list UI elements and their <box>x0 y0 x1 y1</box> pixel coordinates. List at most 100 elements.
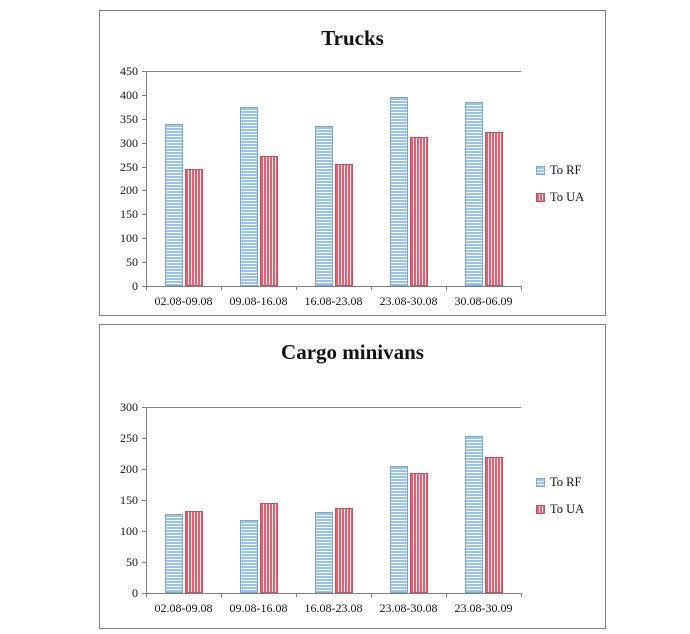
cargo-minivans-chart-panel: Cargo minivans 0 50 100 150 200 250 300 02.08-0… <box>99 324 606 629</box>
bar-to-ua <box>335 164 353 286</box>
y-axis-label: 300 <box>120 400 138 414</box>
bar-to-ua <box>410 473 428 593</box>
legend-swatch-to-rf <box>536 166 545 175</box>
trucks-chart-panel: Trucks 0 50 100 150 200 250 300 350 400 450 02.08-… <box>99 10 606 316</box>
y-tick-mark <box>142 469 146 470</box>
y-tick-mark <box>142 286 146 287</box>
x-axis-label: 09.08-16.08 <box>229 601 288 615</box>
bar-to-ua <box>185 169 203 286</box>
top-gridline <box>146 71 521 72</box>
y-axis-label: 200 <box>120 462 138 476</box>
bar-to-ua <box>260 503 278 593</box>
x-axis-label: 23.08-30.09 <box>454 601 513 615</box>
x-tick-mark <box>296 593 297 597</box>
bar-to-ua <box>485 132 503 286</box>
y-tick-mark <box>142 407 146 408</box>
legend-label: To RF <box>550 163 582 177</box>
y-axis-line <box>146 407 147 594</box>
y-axis-label: 250 <box>120 431 138 445</box>
legend-swatch-to-rf <box>536 478 545 487</box>
y-axis-label: 0 <box>132 586 138 600</box>
legend-row: To UA <box>536 190 584 205</box>
bar-to-ua <box>485 457 503 593</box>
y-tick-mark <box>142 531 146 532</box>
x-axis-line <box>146 593 521 594</box>
bar-to-ua <box>260 156 278 286</box>
y-axis-label: 150 <box>120 493 138 507</box>
bar-to-rf <box>240 107 258 286</box>
y-tick-mark <box>142 593 146 594</box>
x-tick-mark <box>521 286 522 290</box>
bar-to-rf <box>240 520 258 593</box>
x-axis-label: 23.08-30.08 <box>379 294 438 308</box>
x-axis-label: 23.08-30.08 <box>379 601 438 615</box>
legend-label: To UA <box>550 502 585 516</box>
x-tick-mark <box>371 286 372 290</box>
y-tick-mark <box>142 143 146 144</box>
bar-to-rf <box>165 514 183 593</box>
y-tick-mark <box>142 119 146 120</box>
y-tick-mark <box>142 190 146 191</box>
bar-to-ua <box>335 508 353 593</box>
legend: To RF To UA <box>536 475 584 517</box>
x-axis-line <box>146 286 521 287</box>
legend-label: To UA <box>550 190 585 204</box>
x-axis-label: 02.08-09.08 <box>154 601 213 615</box>
y-axis-label: 450 <box>120 64 138 78</box>
legend-swatch-to-ua <box>536 193 545 202</box>
bar-to-rf <box>315 126 333 286</box>
y-tick-mark <box>142 500 146 501</box>
x-tick-mark <box>446 593 447 597</box>
y-tick-mark <box>142 438 146 439</box>
y-axis-label: 250 <box>120 160 138 174</box>
chart-title: Trucks <box>321 26 384 50</box>
legend-swatch-to-ua <box>536 505 545 514</box>
x-axis-label: 30.08-06.09 <box>454 294 513 308</box>
x-tick-mark <box>296 286 297 290</box>
y-axis-label: 400 <box>120 88 138 102</box>
y-axis-label: 300 <box>120 136 138 150</box>
y-axis-label: 100 <box>120 524 138 538</box>
x-tick-mark <box>446 286 447 290</box>
chart-title: Cargo minivans <box>281 340 424 364</box>
y-tick-mark <box>142 238 146 239</box>
bar-to-rf <box>315 512 333 593</box>
x-tick-mark <box>221 286 222 290</box>
x-tick-mark <box>371 593 372 597</box>
bar-to-ua <box>410 137 428 286</box>
x-tick-mark <box>146 593 147 597</box>
x-tick-mark <box>146 286 147 290</box>
y-axis-label: 50 <box>126 255 138 269</box>
bar-to-rf <box>165 124 183 286</box>
bar-to-rf <box>390 466 408 593</box>
bar-to-rf <box>390 97 408 286</box>
y-tick-mark <box>142 562 146 563</box>
bar-to-rf <box>465 102 483 286</box>
legend-row: To RF <box>536 475 584 490</box>
y-tick-mark <box>142 95 146 96</box>
y-axis-label: 200 <box>120 183 138 197</box>
y-axis-label: 100 <box>120 231 138 245</box>
x-axis-label: 02.08-09.08 <box>154 294 213 308</box>
bar-to-rf <box>465 436 483 593</box>
legend-row: To UA <box>536 502 584 517</box>
x-tick-mark <box>521 593 522 597</box>
legend: To RF To UA <box>536 163 584 205</box>
x-axis-label: 09.08-16.08 <box>229 294 288 308</box>
y-axis-label: 350 <box>120 112 138 126</box>
legend-row: To RF <box>536 163 584 178</box>
y-tick-mark <box>142 214 146 215</box>
y-tick-mark <box>142 262 146 263</box>
x-axis-label: 16.08-23.08 <box>304 294 363 308</box>
y-axis-label: 0 <box>132 279 138 293</box>
y-axis-label: 150 <box>120 207 138 221</box>
y-tick-mark <box>142 71 146 72</box>
legend-label: To RF <box>550 475 582 489</box>
top-gridline <box>146 407 521 408</box>
bar-to-ua <box>185 511 203 593</box>
y-tick-mark <box>142 167 146 168</box>
y-axis-label: 50 <box>126 555 138 569</box>
x-tick-mark <box>221 593 222 597</box>
x-axis-label: 16.08-23.08 <box>304 601 363 615</box>
